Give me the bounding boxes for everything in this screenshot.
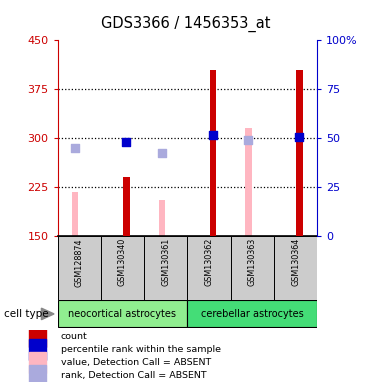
Bar	[144, 236, 187, 300]
Bar	[58, 236, 101, 300]
Text: GSM130361: GSM130361	[161, 238, 170, 286]
Point	[246, 136, 252, 142]
Bar	[72, 192, 79, 236]
Bar	[187, 236, 231, 300]
Point	[123, 138, 129, 144]
Bar	[29, 339, 46, 360]
Bar	[29, 365, 46, 384]
Point	[210, 132, 216, 138]
Bar	[158, 200, 165, 236]
Bar	[231, 236, 274, 300]
Text: cerebellar astrocytes: cerebellar astrocytes	[201, 309, 303, 319]
Bar	[187, 300, 317, 328]
Point	[159, 149, 165, 156]
Bar	[123, 177, 129, 236]
Bar	[274, 236, 317, 300]
Text: GSM128874: GSM128874	[75, 238, 83, 286]
Text: GDS3366 / 1456353_at: GDS3366 / 1456353_at	[101, 15, 270, 31]
Point	[296, 134, 302, 140]
Bar	[245, 128, 252, 236]
Bar	[29, 326, 46, 347]
Bar	[210, 70, 216, 236]
Polygon shape	[42, 308, 54, 319]
Text: percentile rank within the sample: percentile rank within the sample	[60, 345, 221, 354]
Bar	[101, 236, 144, 300]
Text: GSM130340: GSM130340	[118, 238, 127, 286]
Text: neocortical astrocytes: neocortical astrocytes	[68, 309, 177, 319]
Text: rank, Detection Call = ABSENT: rank, Detection Call = ABSENT	[60, 371, 206, 380]
Text: count: count	[60, 332, 88, 341]
Text: GSM130363: GSM130363	[248, 238, 257, 286]
Text: GSM130362: GSM130362	[204, 238, 213, 286]
Bar	[58, 300, 187, 328]
Text: GSM130364: GSM130364	[291, 238, 300, 286]
Bar	[296, 70, 303, 236]
Text: cell type: cell type	[4, 309, 48, 319]
Bar	[29, 352, 46, 373]
Text: value, Detection Call = ABSENT: value, Detection Call = ABSENT	[60, 358, 211, 367]
Point	[72, 145, 78, 151]
